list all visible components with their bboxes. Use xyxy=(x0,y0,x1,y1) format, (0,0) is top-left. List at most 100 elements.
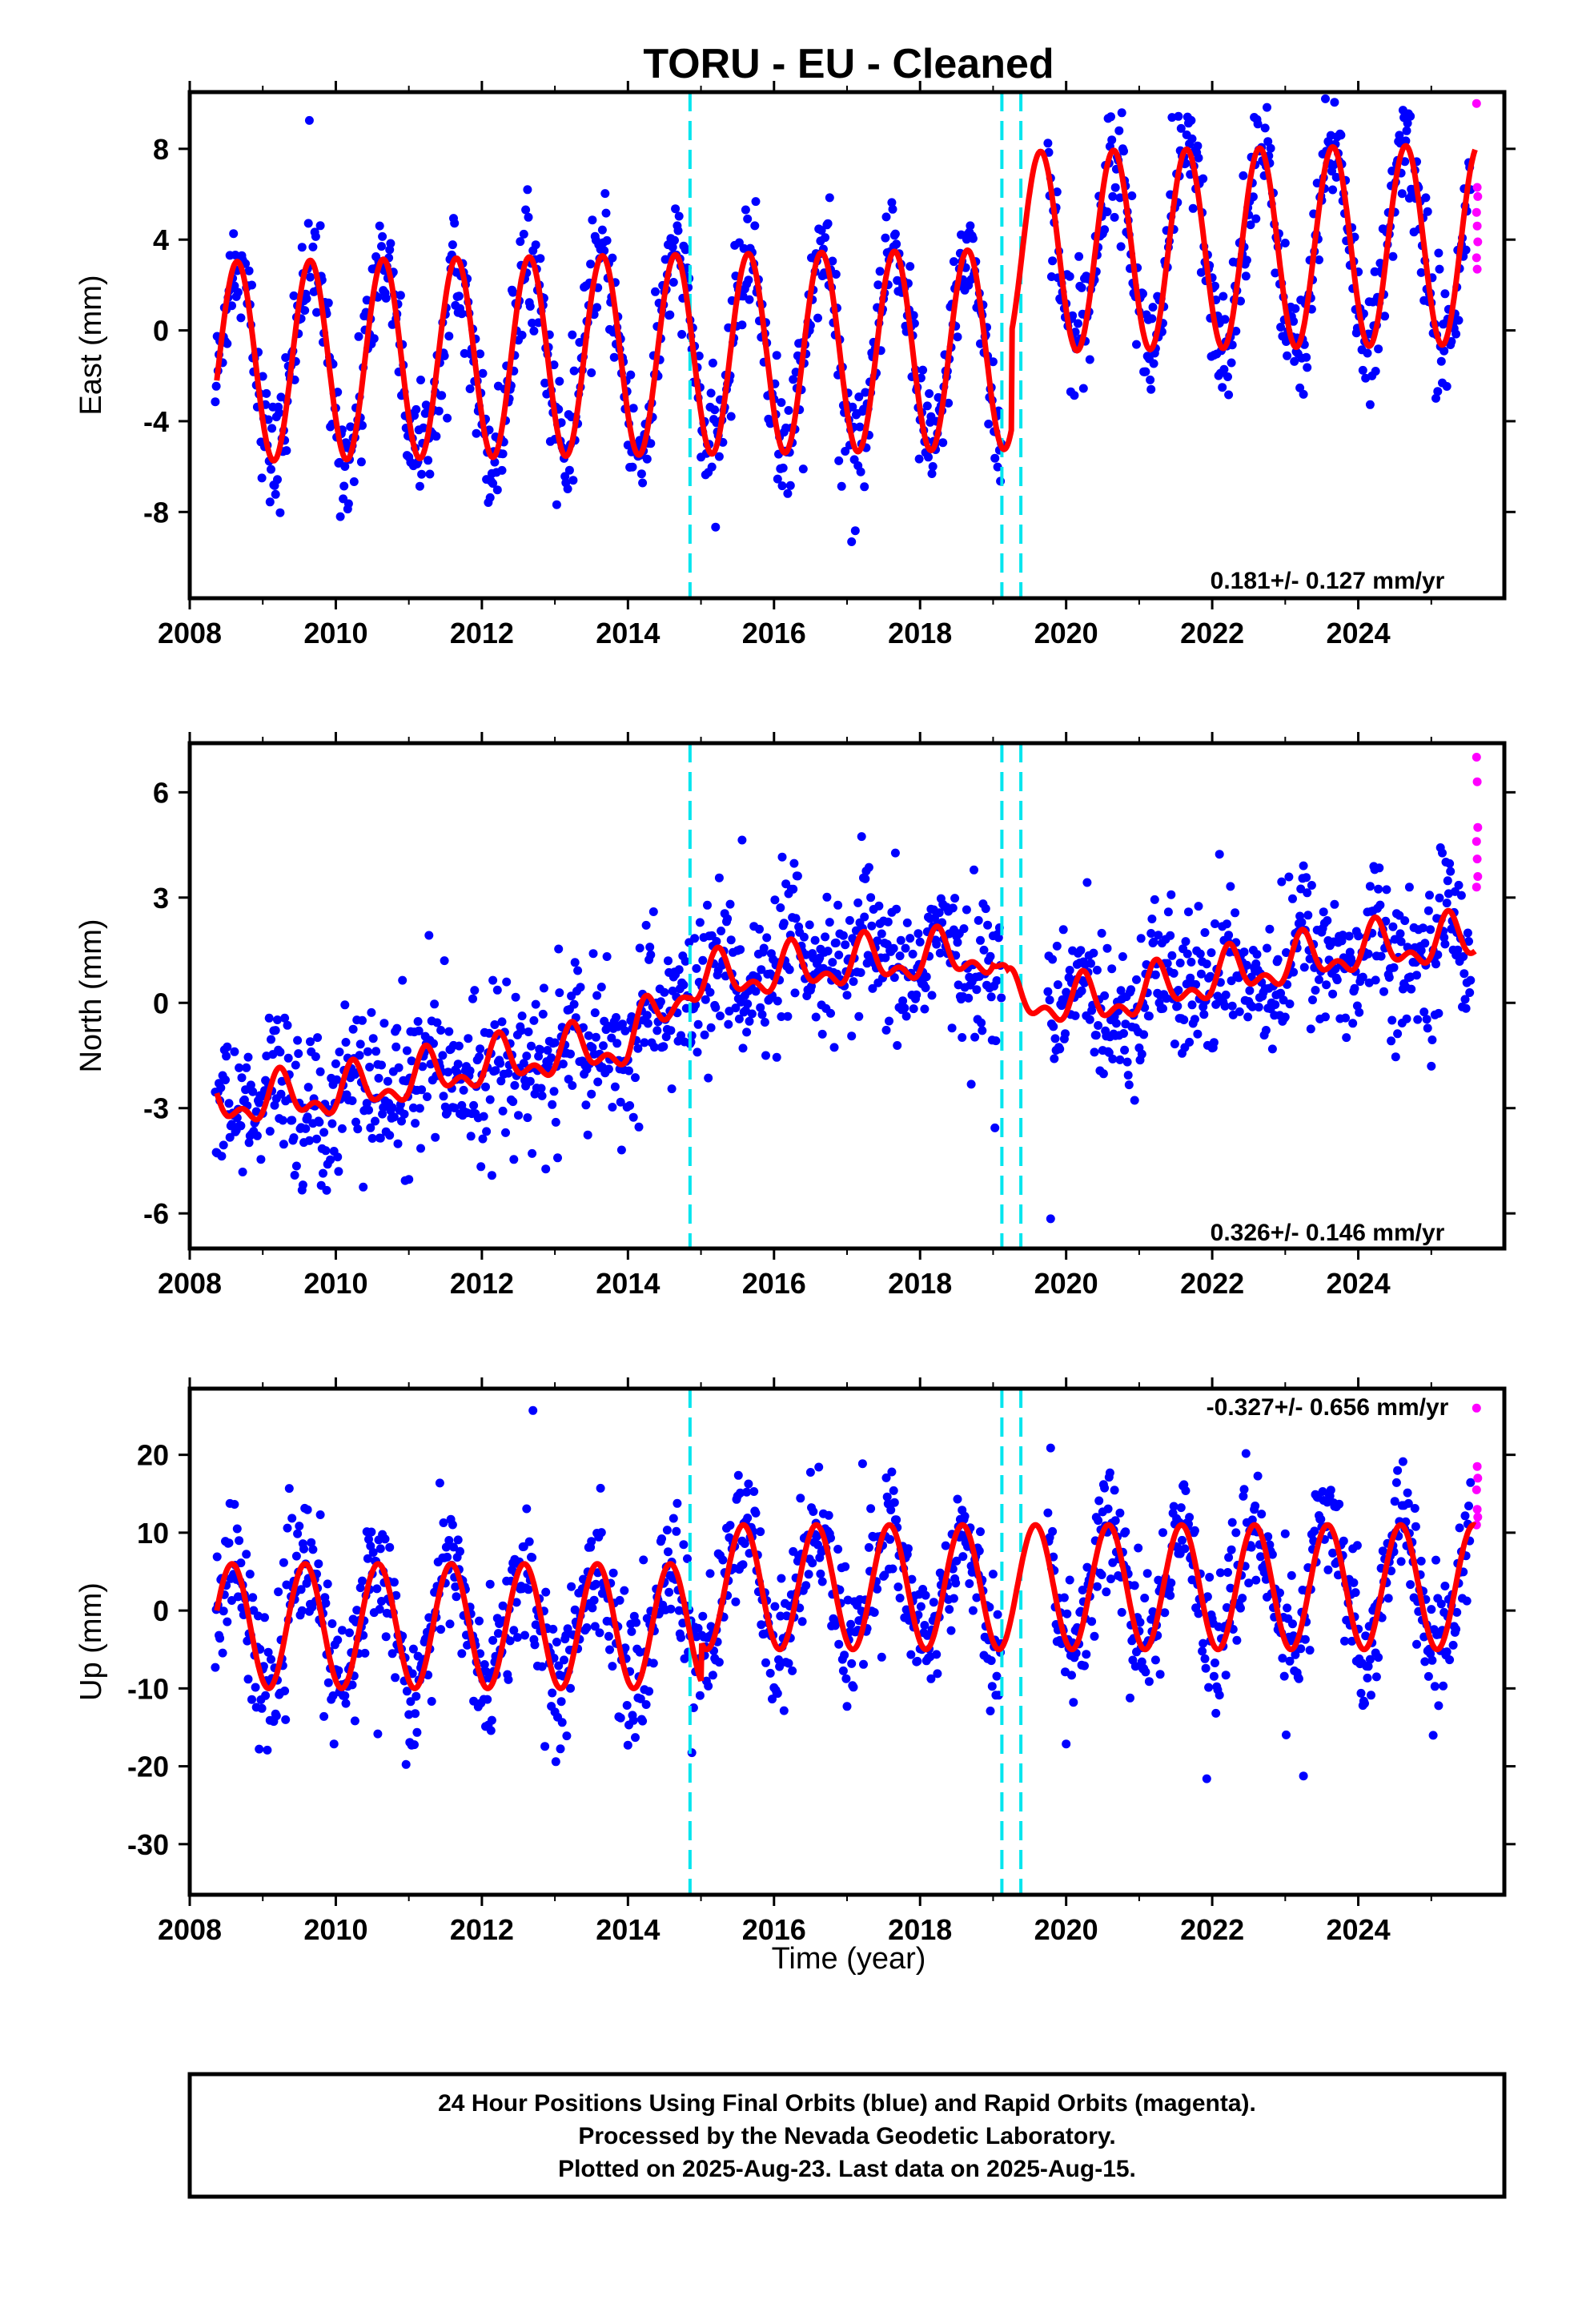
final-orbit-point xyxy=(946,1626,956,1635)
final-orbit-point xyxy=(1185,1037,1195,1047)
final-orbit-point xyxy=(548,1100,557,1109)
final-orbit-point xyxy=(1356,1688,1366,1698)
final-orbit-point xyxy=(828,958,837,967)
final-orbit-point xyxy=(355,1039,365,1049)
final-orbit-point xyxy=(329,1739,339,1749)
y-tick-label: 0 xyxy=(153,315,169,348)
final-orbit-point xyxy=(435,1478,444,1488)
final-orbit-point xyxy=(319,1168,327,1178)
final-orbit-point xyxy=(303,219,313,228)
final-orbit-point xyxy=(536,1045,545,1055)
final-orbit-point xyxy=(1351,1588,1360,1598)
final-orbit-point xyxy=(981,904,990,914)
final-orbit-point xyxy=(1279,995,1288,1005)
x-tick-label: 2018 xyxy=(888,617,952,649)
final-orbit-point xyxy=(731,1597,741,1606)
rapid-orbit-point xyxy=(1472,1485,1481,1494)
footer-box: 24 Hour Positions Using Final Orbits (bl… xyxy=(187,2072,1507,2199)
rapid-orbit-point xyxy=(1472,253,1481,263)
final-orbit-point xyxy=(953,1494,962,1504)
final-orbit-point xyxy=(363,1554,372,1563)
final-orbit-point xyxy=(725,1521,735,1530)
final-orbit-point xyxy=(1202,959,1211,969)
final-orbit-point xyxy=(1199,174,1208,183)
final-orbit-point xyxy=(776,1611,785,1621)
final-orbit-point xyxy=(625,1101,635,1110)
final-orbit-point xyxy=(1190,1526,1199,1535)
final-orbit-point xyxy=(243,1052,253,1062)
final-orbit-point xyxy=(642,454,652,464)
final-orbit-point xyxy=(908,949,917,959)
final-orbit-point xyxy=(512,1598,521,1607)
final-orbit-point xyxy=(408,1669,417,1679)
final-orbit-point xyxy=(267,1035,275,1044)
final-orbit-point xyxy=(351,1117,360,1127)
final-orbit-point xyxy=(538,1009,548,1019)
final-orbit-point xyxy=(466,1132,476,1141)
final-orbit-point xyxy=(1315,975,1323,984)
rapid-orbit-point xyxy=(1473,1474,1483,1483)
final-orbit-point xyxy=(1074,251,1084,261)
final-orbit-point xyxy=(1433,387,1443,396)
final-orbit-point xyxy=(944,398,954,408)
final-orbit-point xyxy=(666,1604,676,1614)
final-orbit-point xyxy=(711,522,721,532)
final-orbit-point xyxy=(992,976,1002,985)
final-orbit-point xyxy=(920,1004,930,1014)
final-orbit-point xyxy=(1077,283,1086,292)
final-orbit-point xyxy=(219,1606,228,1616)
final-orbit-point xyxy=(564,465,574,475)
final-orbit-point xyxy=(1215,850,1224,859)
final-orbit-point xyxy=(648,1659,658,1668)
final-orbit-point xyxy=(377,242,386,251)
final-orbit-point xyxy=(439,1092,448,1101)
final-orbit-point xyxy=(1115,1055,1125,1064)
final-orbit-point xyxy=(1124,1080,1134,1090)
final-orbit-point xyxy=(1139,1030,1149,1039)
final-orbit-point xyxy=(362,1099,371,1108)
final-orbit-point xyxy=(315,1117,324,1127)
final-orbit-point xyxy=(889,1486,898,1495)
final-orbit-point xyxy=(242,1063,251,1072)
final-orbit-point xyxy=(289,291,299,300)
final-orbit-point xyxy=(1251,214,1261,223)
final-orbit-point xyxy=(990,1123,1000,1132)
final-orbit-point xyxy=(1231,908,1240,918)
final-orbit-point xyxy=(401,1759,411,1769)
final-orbit-point xyxy=(901,1011,911,1021)
rapid-orbit-point xyxy=(1472,264,1482,274)
final-orbit-point xyxy=(377,1060,386,1070)
final-orbit-point xyxy=(726,412,736,421)
final-orbit-point xyxy=(778,463,788,472)
final-orbit-point xyxy=(1190,1015,1199,1024)
final-orbit-point xyxy=(419,423,428,432)
final-orbit-point xyxy=(1132,975,1141,984)
final-orbit-point xyxy=(1199,1638,1208,1648)
final-orbit-point xyxy=(809,1507,818,1516)
final-orbit-point xyxy=(1108,1558,1118,1567)
final-orbit-point xyxy=(281,1715,291,1724)
final-orbit-point xyxy=(352,1606,362,1615)
final-orbit-point xyxy=(1323,916,1332,925)
final-orbit-point xyxy=(1155,1670,1165,1679)
final-orbit-point xyxy=(1377,1613,1387,1622)
final-orbit-point xyxy=(1466,975,1476,985)
final-orbit-point xyxy=(583,1130,592,1140)
final-orbit-point xyxy=(866,1504,876,1514)
final-orbit-point xyxy=(1110,212,1119,222)
final-orbit-point xyxy=(988,1570,998,1579)
final-orbit-point xyxy=(592,991,602,1000)
final-orbit-point xyxy=(805,920,814,930)
final-orbit-point xyxy=(817,1029,827,1039)
final-orbit-point xyxy=(1058,925,1068,935)
final-orbit-point xyxy=(444,1027,454,1036)
final-orbit-point xyxy=(1102,207,1112,216)
final-orbit-point xyxy=(1283,351,1292,360)
final-orbit-point xyxy=(511,992,520,1002)
final-orbit-point xyxy=(624,1066,633,1076)
final-orbit-point xyxy=(531,999,540,1009)
final-orbit-point xyxy=(810,935,820,945)
final-orbit-point xyxy=(273,475,282,485)
rapid-orbit-point xyxy=(1472,183,1482,192)
final-orbit-point xyxy=(751,1508,761,1518)
